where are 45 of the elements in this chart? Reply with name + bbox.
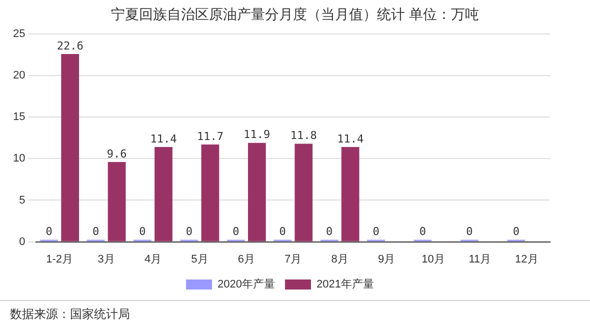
data-label: 11.8: [290, 129, 317, 142]
x-tick-label: 8月: [331, 253, 348, 266]
data-label: 11.4: [150, 132, 178, 146]
data-label: 0: [512, 225, 520, 238]
data-label: 11.4: [337, 132, 364, 146]
y-tick-label: 0: [19, 236, 26, 248]
data-label: 0: [46, 225, 52, 238]
data-label: 0: [92, 225, 100, 238]
data-label: 0: [372, 225, 380, 238]
bar: [108, 162, 126, 242]
data-label: 0: [466, 225, 473, 238]
y-tick-label: 15: [12, 111, 26, 124]
data-label: 0: [326, 225, 333, 238]
data-label: 11.9: [244, 128, 270, 142]
y-tick-label: 5: [19, 194, 26, 206]
source-note: 数据来源：国家统计局: [10, 306, 130, 323]
data-label: 11.7: [196, 130, 224, 143]
data-label: 0: [186, 225, 193, 238]
bar: [154, 147, 172, 242]
x-tick-label: 1-2月: [46, 253, 74, 266]
y-tick-label: 25: [12, 28, 26, 40]
data-label: 0: [279, 225, 286, 238]
bar: [341, 147, 360, 242]
x-tick-label: 12月: [515, 253, 538, 266]
x-tick-label: 11月: [468, 253, 492, 266]
x-tick-label: 6月: [238, 253, 255, 266]
y-tick-label: 20: [12, 70, 26, 82]
data-label: 0: [419, 225, 426, 238]
y-tick-label: 10: [12, 152, 26, 165]
bar: [248, 142, 266, 242]
bar: [294, 144, 313, 242]
x-tick-label: 9月: [378, 253, 396, 266]
x-tick-label: 5月: [191, 253, 208, 266]
x-tick-label: 10月: [422, 253, 445, 266]
chart-title: 宁夏回族自治区原油产量分月度（当月值）统计 单位：万吨: [110, 6, 480, 24]
x-tick-label: 3月: [98, 253, 115, 266]
data-label: 9.6: [106, 147, 127, 160]
data-label: 0: [232, 225, 240, 238]
legend-label: 2020年产量: [218, 278, 276, 291]
bar: [201, 144, 220, 242]
x-tick-label: 7月: [284, 253, 302, 266]
x-tick-label: 4月: [144, 253, 162, 266]
data-label: 0: [139, 225, 146, 238]
legend-label: 2021年产量: [316, 278, 374, 291]
data-label: 22.6: [56, 39, 84, 52]
